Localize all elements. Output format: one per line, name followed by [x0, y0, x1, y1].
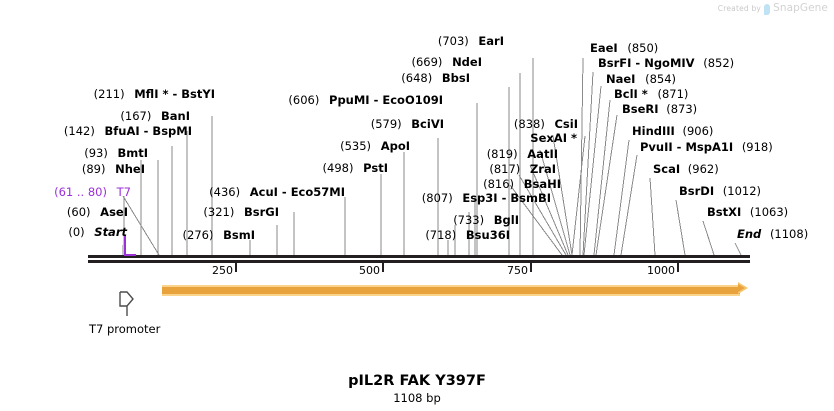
site-label-bsmi: (276) BsmI	[182, 228, 255, 242]
t7-promoter-label: T7 promoter	[89, 322, 161, 336]
feature-t7-marker-horizontal	[124, 254, 136, 256]
site-label-bseri: BseRI (873)	[622, 102, 698, 116]
site-label-bani: (167) BanI	[120, 109, 190, 123]
site-label-bcli: BclI * (871)	[614, 87, 689, 101]
axis-tick-750	[530, 263, 532, 272]
feature-label-t7: (61 .. 80) T7	[54, 185, 131, 199]
site-label-hindiii: HindIII (906)	[632, 124, 714, 138]
site-label-psti: (498) PstI	[322, 161, 388, 175]
site-label-bcivi: (579) BciVI	[370, 117, 444, 131]
site-label-bsahi: (816) BsaHI	[483, 177, 561, 191]
site-label-naei: NaeI (854)	[606, 72, 677, 86]
axis-tick-1000	[677, 263, 679, 272]
site-label-nhei: (89) NheI	[81, 162, 145, 176]
axis-tick-250	[235, 263, 237, 272]
site-label-ppumi-ecoo109i: (606) PpuMI - EcoO109I	[288, 93, 443, 107]
site-label-acui-eco57mi: (436) AcuI - Eco57MI	[209, 185, 345, 199]
site-label-eari: (703) EarI	[437, 34, 504, 48]
site-label-mfli-bstyi: (211) MflI * - BstYI	[93, 87, 215, 101]
site-label-csii: (838) CsiI	[513, 117, 578, 131]
snapgene-logo-icon	[764, 3, 771, 15]
plasmid-length: 1108 bp	[393, 391, 441, 405]
orf-arrow-body	[162, 285, 740, 296]
site-label-zrai: (817) ZraI	[489, 162, 556, 176]
watermark-created-by-label: Created by	[717, 3, 762, 13]
site-label-scai: ScaI (962)	[653, 162, 719, 176]
site-label-bsrdi: BsrDI (1012)	[679, 184, 762, 198]
axis-tick-label-500: 500	[359, 264, 380, 277]
watermark-brand-label: SnapGene	[773, 2, 828, 14]
sequence-backbone-bottom	[88, 260, 750, 263]
snapgene-watermark: Created by SnapGene	[717, 2, 828, 15]
site-label-bbsi: (648) BbsI	[401, 71, 470, 85]
axis-tick-label-1000: 1000	[647, 264, 675, 277]
axis-tick-500	[382, 263, 384, 272]
site-label-start: (0) Start	[68, 225, 127, 239]
orf-arrow-head-fill	[738, 284, 745, 292]
axis-tick-label-250: 250	[212, 264, 233, 277]
site-label-pvuii-mspa1i: PvuII - MspA1I (918)	[640, 140, 773, 154]
site-label-bmti: (93) BmtI	[84, 146, 148, 160]
site-label-bsrgi: (321) BsrGI	[203, 205, 279, 219]
site-label-sexai: SexAI *	[530, 131, 577, 145]
site-label-bsu36i: (718) Bsu36I	[425, 228, 510, 242]
site-label-aatii: (819) AatII	[486, 147, 558, 161]
site-label-esp3i-bsmbi: (807) Esp3I - BsmBI	[421, 191, 551, 205]
t7-promoter-arrow-icon	[119, 291, 134, 316]
site-label-ndei: (669) NdeI	[411, 55, 482, 69]
site-label-bgli: (733) BglI	[453, 213, 519, 227]
site-label-bstxi: BstXI (1063)	[707, 205, 789, 219]
site-label-end: End (1108)	[737, 227, 809, 241]
site-label-asei: (60) AseI	[66, 205, 128, 219]
site-label-bsrfi-ngomiv: BsrFI - NgoMIV (852)	[598, 56, 735, 70]
feature-t7-marker-vertical	[124, 236, 126, 256]
site-label-eaei: EaeI (850)	[590, 41, 659, 55]
sequence-backbone-top	[88, 255, 750, 258]
site-label-bfuai-bspmi: (142) BfuAI - BspMI	[63, 124, 192, 138]
plasmid-title: pIL2R FAK Y397F	[348, 373, 486, 389]
site-label-apoi: (535) ApoI	[340, 139, 410, 153]
axis-tick-label-750: 750	[507, 264, 528, 277]
